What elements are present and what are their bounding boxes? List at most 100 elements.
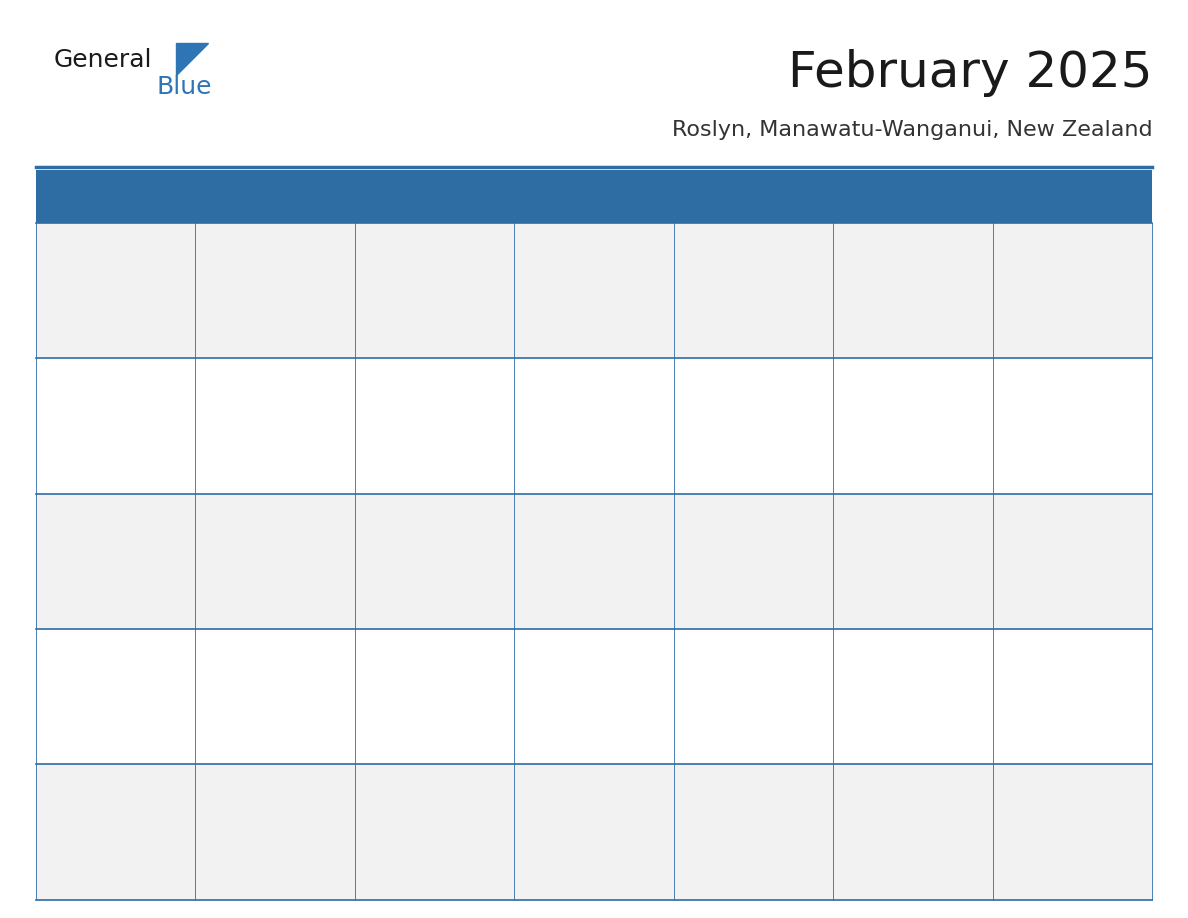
- Text: Daylight: 13 hours hours: Daylight: 13 hours hours: [43, 588, 189, 600]
- Text: Sunrise: 6:56 AM: Sunrise: 6:56 AM: [522, 803, 621, 816]
- Text: 16: 16: [43, 635, 64, 651]
- Text: and 6 minutes.: and 6 minutes.: [681, 886, 770, 899]
- Text: Sunrise: 6:27 AM: Sunrise: 6:27 AM: [43, 397, 143, 410]
- Text: Daylight: 13 hours hours: Daylight: 13 hours hours: [681, 723, 827, 736]
- Text: Sunrise: 6:36 AM: Sunrise: 6:36 AM: [202, 532, 303, 545]
- Text: Daylight: 13 hours hours: Daylight: 13 hours hours: [43, 723, 189, 736]
- Text: and 47 minutes.: and 47 minutes.: [362, 615, 459, 629]
- Text: Daylight: 13 hours hours: Daylight: 13 hours hours: [681, 588, 827, 600]
- Text: 26: 26: [522, 771, 543, 786]
- Text: Sunset: 8:31 PM: Sunset: 8:31 PM: [681, 425, 776, 438]
- Text: Sunset: 8:28 PM: Sunset: 8:28 PM: [1000, 425, 1095, 438]
- Text: 8: 8: [1000, 364, 1011, 380]
- Text: Sunset: 8:22 PM: Sunset: 8:22 PM: [681, 560, 777, 573]
- Text: and 29 minutes.: and 29 minutes.: [362, 751, 459, 764]
- Text: 13: 13: [681, 500, 702, 515]
- Text: Sunrise: 6:46 AM: Sunrise: 6:46 AM: [362, 667, 462, 680]
- Text: Sunrise: 6:50 AM: Sunrise: 6:50 AM: [840, 667, 941, 680]
- Text: 24: 24: [202, 771, 223, 786]
- Text: and 11 minutes.: and 11 minutes.: [362, 886, 459, 899]
- Text: Sunrise: 6:29 AM: Sunrise: 6:29 AM: [362, 397, 462, 410]
- Text: and 16 minutes.: and 16 minutes.: [43, 886, 139, 899]
- Text: and 37 minutes.: and 37 minutes.: [1000, 615, 1097, 629]
- Text: and 56 minutes.: and 56 minutes.: [840, 480, 937, 493]
- Text: Sunset: 8:13 PM: Sunset: 8:13 PM: [681, 695, 776, 709]
- Text: Sunrise: 6:41 AM: Sunrise: 6:41 AM: [840, 532, 941, 545]
- Text: Sunrise: 6:38 AM: Sunrise: 6:38 AM: [362, 532, 462, 545]
- Text: 9: 9: [43, 500, 53, 515]
- Text: Sunrise: 6:34 AM: Sunrise: 6:34 AM: [1000, 397, 1100, 410]
- Text: Sunrise: 6:33 AM: Sunrise: 6:33 AM: [840, 397, 941, 410]
- Text: 27: 27: [681, 771, 702, 786]
- Text: Sunset: 8:18 PM: Sunset: 8:18 PM: [43, 695, 138, 709]
- Text: Daylight: 14 hours hours: Daylight: 14 hours hours: [43, 453, 189, 465]
- Text: Sunrise: 6:28 AM: Sunrise: 6:28 AM: [202, 397, 303, 410]
- Text: Daylight: 13 hours hours: Daylight: 13 hours hours: [840, 858, 987, 871]
- Text: Sunrise: 6:47 AM: Sunrise: 6:47 AM: [522, 667, 621, 680]
- Text: Sunset: 8:07 PM: Sunset: 8:07 PM: [202, 831, 298, 844]
- Text: Sunset: 8:24 PM: Sunset: 8:24 PM: [522, 560, 617, 573]
- Text: 1: 1: [1000, 230, 1011, 244]
- Text: 6: 6: [681, 364, 691, 380]
- Text: Sunrise: 6:40 AM: Sunrise: 6:40 AM: [681, 532, 781, 545]
- Text: Daylight: 13 hours hours: Daylight: 13 hours hours: [43, 858, 189, 871]
- Text: Sunday: Sunday: [81, 187, 150, 206]
- Text: 23: 23: [43, 771, 64, 786]
- Text: and 3 minutes.: and 3 minutes.: [840, 886, 929, 899]
- Text: 4: 4: [362, 364, 373, 380]
- Text: Blue: Blue: [157, 75, 213, 99]
- Text: Daylight: 13 hours hours: Daylight: 13 hours hours: [681, 858, 827, 871]
- Text: and 39 minutes.: and 39 minutes.: [840, 615, 937, 629]
- Text: Sunrise: 6:44 AM: Sunrise: 6:44 AM: [43, 667, 143, 680]
- Text: Sunset: 8:03 PM: Sunset: 8:03 PM: [681, 831, 776, 844]
- Text: Sunrise: 6:31 AM: Sunrise: 6:31 AM: [681, 397, 781, 410]
- Text: Daylight: 13 hours hours: Daylight: 13 hours hours: [522, 723, 668, 736]
- Text: Sunrise: 6:45 AM: Sunrise: 6:45 AM: [202, 667, 303, 680]
- Text: Sunrise: 6:39 AM: Sunrise: 6:39 AM: [522, 532, 621, 545]
- Text: Sunset: 8:06 PM: Sunset: 8:06 PM: [362, 831, 457, 844]
- Text: Sunset: 8:30 PM: Sunset: 8:30 PM: [840, 425, 936, 438]
- Text: Daylight: 13 hours hours: Daylight: 13 hours hours: [522, 858, 668, 871]
- Text: and 26 minutes.: and 26 minutes.: [522, 751, 618, 764]
- Text: Wednesday: Wednesday: [541, 187, 647, 206]
- Text: Sunrise: 6:35 AM: Sunrise: 6:35 AM: [43, 532, 143, 545]
- Text: Daylight: 13 hours hours: Daylight: 13 hours hours: [1000, 723, 1146, 736]
- Text: February 2025: February 2025: [788, 50, 1152, 97]
- Text: and 42 minutes.: and 42 minutes.: [681, 615, 777, 629]
- Text: Sunrise: 6:54 AM: Sunrise: 6:54 AM: [362, 803, 462, 816]
- Text: Daylight: 13 hours hours: Daylight: 13 hours hours: [840, 453, 987, 465]
- Text: and 59 minutes.: and 59 minutes.: [681, 480, 777, 493]
- Text: 7: 7: [840, 364, 851, 380]
- Text: Sunset: 8:33 PM: Sunset: 8:33 PM: [362, 425, 457, 438]
- Text: and 19 minutes.: and 19 minutes.: [1000, 751, 1097, 764]
- Text: and 8 minutes.: and 8 minutes.: [522, 886, 611, 899]
- Text: and 54 minutes.: and 54 minutes.: [1000, 480, 1097, 493]
- Text: Daylight: 13 hours hours: Daylight: 13 hours hours: [522, 588, 668, 600]
- Text: Sunset: 8:16 PM: Sunset: 8:16 PM: [362, 695, 457, 709]
- Text: General: General: [53, 48, 152, 72]
- Text: Daylight: 13 hours hours: Daylight: 13 hours hours: [840, 588, 987, 600]
- Text: 17: 17: [202, 635, 223, 651]
- Text: 3: 3: [202, 364, 213, 380]
- Text: Sunset: 8:17 PM: Sunset: 8:17 PM: [202, 695, 298, 709]
- Text: Sunset: 8:32 PM: Sunset: 8:32 PM: [522, 425, 617, 438]
- Text: Saturday: Saturday: [1030, 187, 1114, 206]
- Text: Daylight: 13 hours hours: Daylight: 13 hours hours: [202, 588, 349, 600]
- Text: Sunrise: 6:49 AM: Sunrise: 6:49 AM: [681, 667, 782, 680]
- Text: and 24 minutes.: and 24 minutes.: [681, 751, 777, 764]
- Text: Sunset: 8:04 PM: Sunset: 8:04 PM: [522, 831, 617, 844]
- Text: and 49 minutes.: and 49 minutes.: [202, 615, 299, 629]
- Text: Sunset: 8:09 PM: Sunset: 8:09 PM: [43, 831, 138, 844]
- Text: and 32 minutes.: and 32 minutes.: [202, 751, 298, 764]
- Text: Sunset: 8:01 PM: Sunset: 8:01 PM: [840, 831, 936, 844]
- Text: Sunset: 8:26 PM: Sunset: 8:26 PM: [202, 560, 298, 573]
- Text: 19: 19: [522, 635, 543, 651]
- Text: and 6 minutes.: and 6 minutes.: [202, 480, 291, 493]
- Text: Tuesday: Tuesday: [397, 187, 473, 206]
- Text: Sunset: 8:14 PM: Sunset: 8:14 PM: [522, 695, 617, 709]
- Text: Sunrise: 6:52 AM: Sunrise: 6:52 AM: [43, 803, 143, 816]
- Text: Sunset: 8:10 PM: Sunset: 8:10 PM: [1000, 695, 1095, 709]
- Text: and 44 minutes.: and 44 minutes.: [522, 615, 618, 629]
- Text: Sunset: 8:27 PM: Sunset: 8:27 PM: [43, 560, 138, 573]
- Text: Sunset: 8:12 PM: Sunset: 8:12 PM: [840, 695, 936, 709]
